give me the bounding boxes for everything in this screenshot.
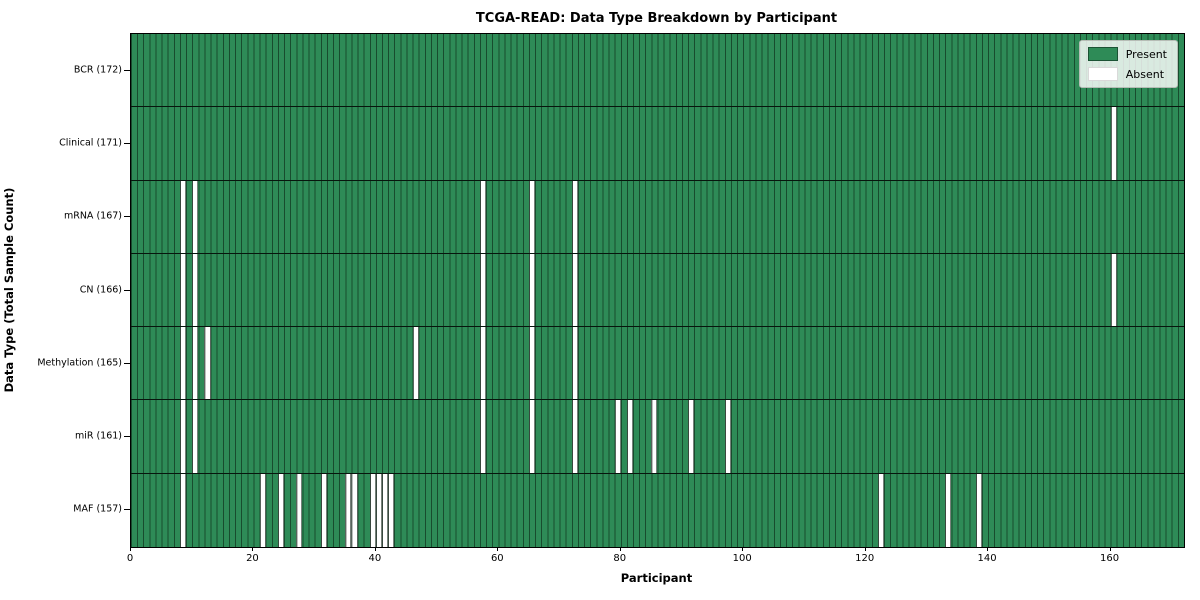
absent-cell [179, 400, 187, 473]
x-tick-mark [374, 547, 376, 551]
absent-cell [412, 327, 419, 400]
x-tick-mark [252, 547, 254, 551]
absent-cell [179, 473, 187, 547]
present-swatch-icon [1087, 47, 1118, 61]
absent-cell [571, 180, 578, 253]
absent-cell [877, 473, 884, 547]
y-axis-label: Data Type (Total Sample Count) [2, 187, 16, 393]
absent-cell [192, 180, 199, 253]
y-tick-label-mir: miR (161) [74, 430, 122, 442]
x-tick-mark [130, 547, 131, 551]
absent-cell [479, 180, 487, 253]
absent-cell [388, 473, 395, 547]
absent-cell [571, 400, 578, 473]
x-tick-label-100: 100 [732, 553, 752, 564]
heatmap-row-bcr [131, 34, 1184, 108]
absent-cell [528, 253, 536, 327]
x-tick-label-40: 40 [368, 553, 382, 564]
absent-cell [179, 253, 187, 327]
absent-cell [179, 327, 187, 400]
x-tick-label-160: 160 [1099, 553, 1120, 564]
absent-cell [614, 400, 621, 473]
x-tick-label-140: 140 [977, 553, 997, 564]
y-tick-label-methylation: Methylation (165) [37, 357, 122, 369]
x-tick-label-80: 80 [613, 553, 627, 564]
heatmap-row-maf [131, 473, 1184, 547]
heatmap-row-clinical [131, 107, 1184, 181]
x-axis-label: Participant [620, 571, 693, 585]
absent-cell [571, 327, 578, 400]
absent-cell [479, 327, 487, 400]
absent-cell [192, 400, 199, 473]
plot-area: Present Absent [130, 33, 1185, 548]
absent-cell [688, 400, 695, 473]
absent-cell [179, 180, 187, 253]
heatmap-row-mrna [131, 180, 1184, 254]
absent-cell [975, 473, 982, 547]
y-tick-label-mrna: mRNA (167) [63, 210, 122, 222]
x-tick-mark [1109, 547, 1111, 551]
y-tick-label-bcr: BCR (172) [73, 64, 122, 76]
y-tick-mark [124, 436, 130, 438]
x-tick-label-0: 0 [126, 553, 134, 564]
legend-label-present: Present [1125, 47, 1167, 61]
absent-cell [479, 253, 487, 327]
x-tick-label-20: 20 [246, 553, 259, 564]
heatmap-row-cn [131, 253, 1184, 328]
y-tick-mark [124, 216, 130, 218]
x-tick-mark [742, 547, 744, 551]
heatmap-rows [131, 34, 1184, 547]
absent-cell [528, 327, 536, 400]
legend-label-absent: Absent [1125, 67, 1165, 81]
absent-cell [351, 473, 358, 547]
y-tick-mark [124, 69, 130, 71]
x-tick-mark [864, 547, 866, 551]
y-tick-label-cn: CN (166) [79, 284, 122, 295]
absent-cell [945, 473, 952, 547]
absent-cell [1110, 107, 1117, 180]
absent-cell [724, 400, 731, 473]
absent-cell [277, 473, 285, 547]
absent-cell [204, 327, 211, 400]
absent-swatch-icon [1087, 67, 1118, 81]
absent-cell [626, 400, 633, 473]
absent-cell [192, 253, 199, 327]
absent-cell [296, 473, 303, 547]
x-tick-mark [987, 547, 989, 551]
y-tick-mark [124, 289, 130, 291]
y-tick-label-clinical: Clinical (171) [59, 137, 122, 149]
x-tick-label-60: 60 [490, 553, 504, 564]
heatmap-row-methylation [131, 327, 1184, 401]
y-tick-mark [124, 509, 130, 511]
y-tick-mark [124, 142, 130, 144]
absent-cell [651, 400, 658, 473]
absent-cell [528, 180, 536, 253]
absent-cell [1110, 253, 1117, 327]
absent-cell [192, 327, 199, 400]
absent-cell [320, 473, 327, 547]
legend-item-absent: Absent [1087, 67, 1167, 81]
absent-cell [528, 400, 536, 473]
absent-cell [259, 473, 266, 547]
legend-item-present: Present [1087, 47, 1167, 61]
heatmap-row-mir [131, 400, 1184, 474]
y-tick-label-maf: MAF (157) [73, 503, 122, 515]
x-tick-mark [497, 547, 499, 551]
x-tick-label-120: 120 [855, 553, 875, 564]
legend: Present Absent [1078, 40, 1178, 88]
x-tick-mark [619, 547, 621, 551]
chart-title: TCGA-READ: Data Type Breakdown by Partic… [475, 11, 838, 26]
absent-cell [479, 400, 487, 473]
y-tick-mark [124, 362, 130, 364]
absent-cell [571, 253, 578, 327]
